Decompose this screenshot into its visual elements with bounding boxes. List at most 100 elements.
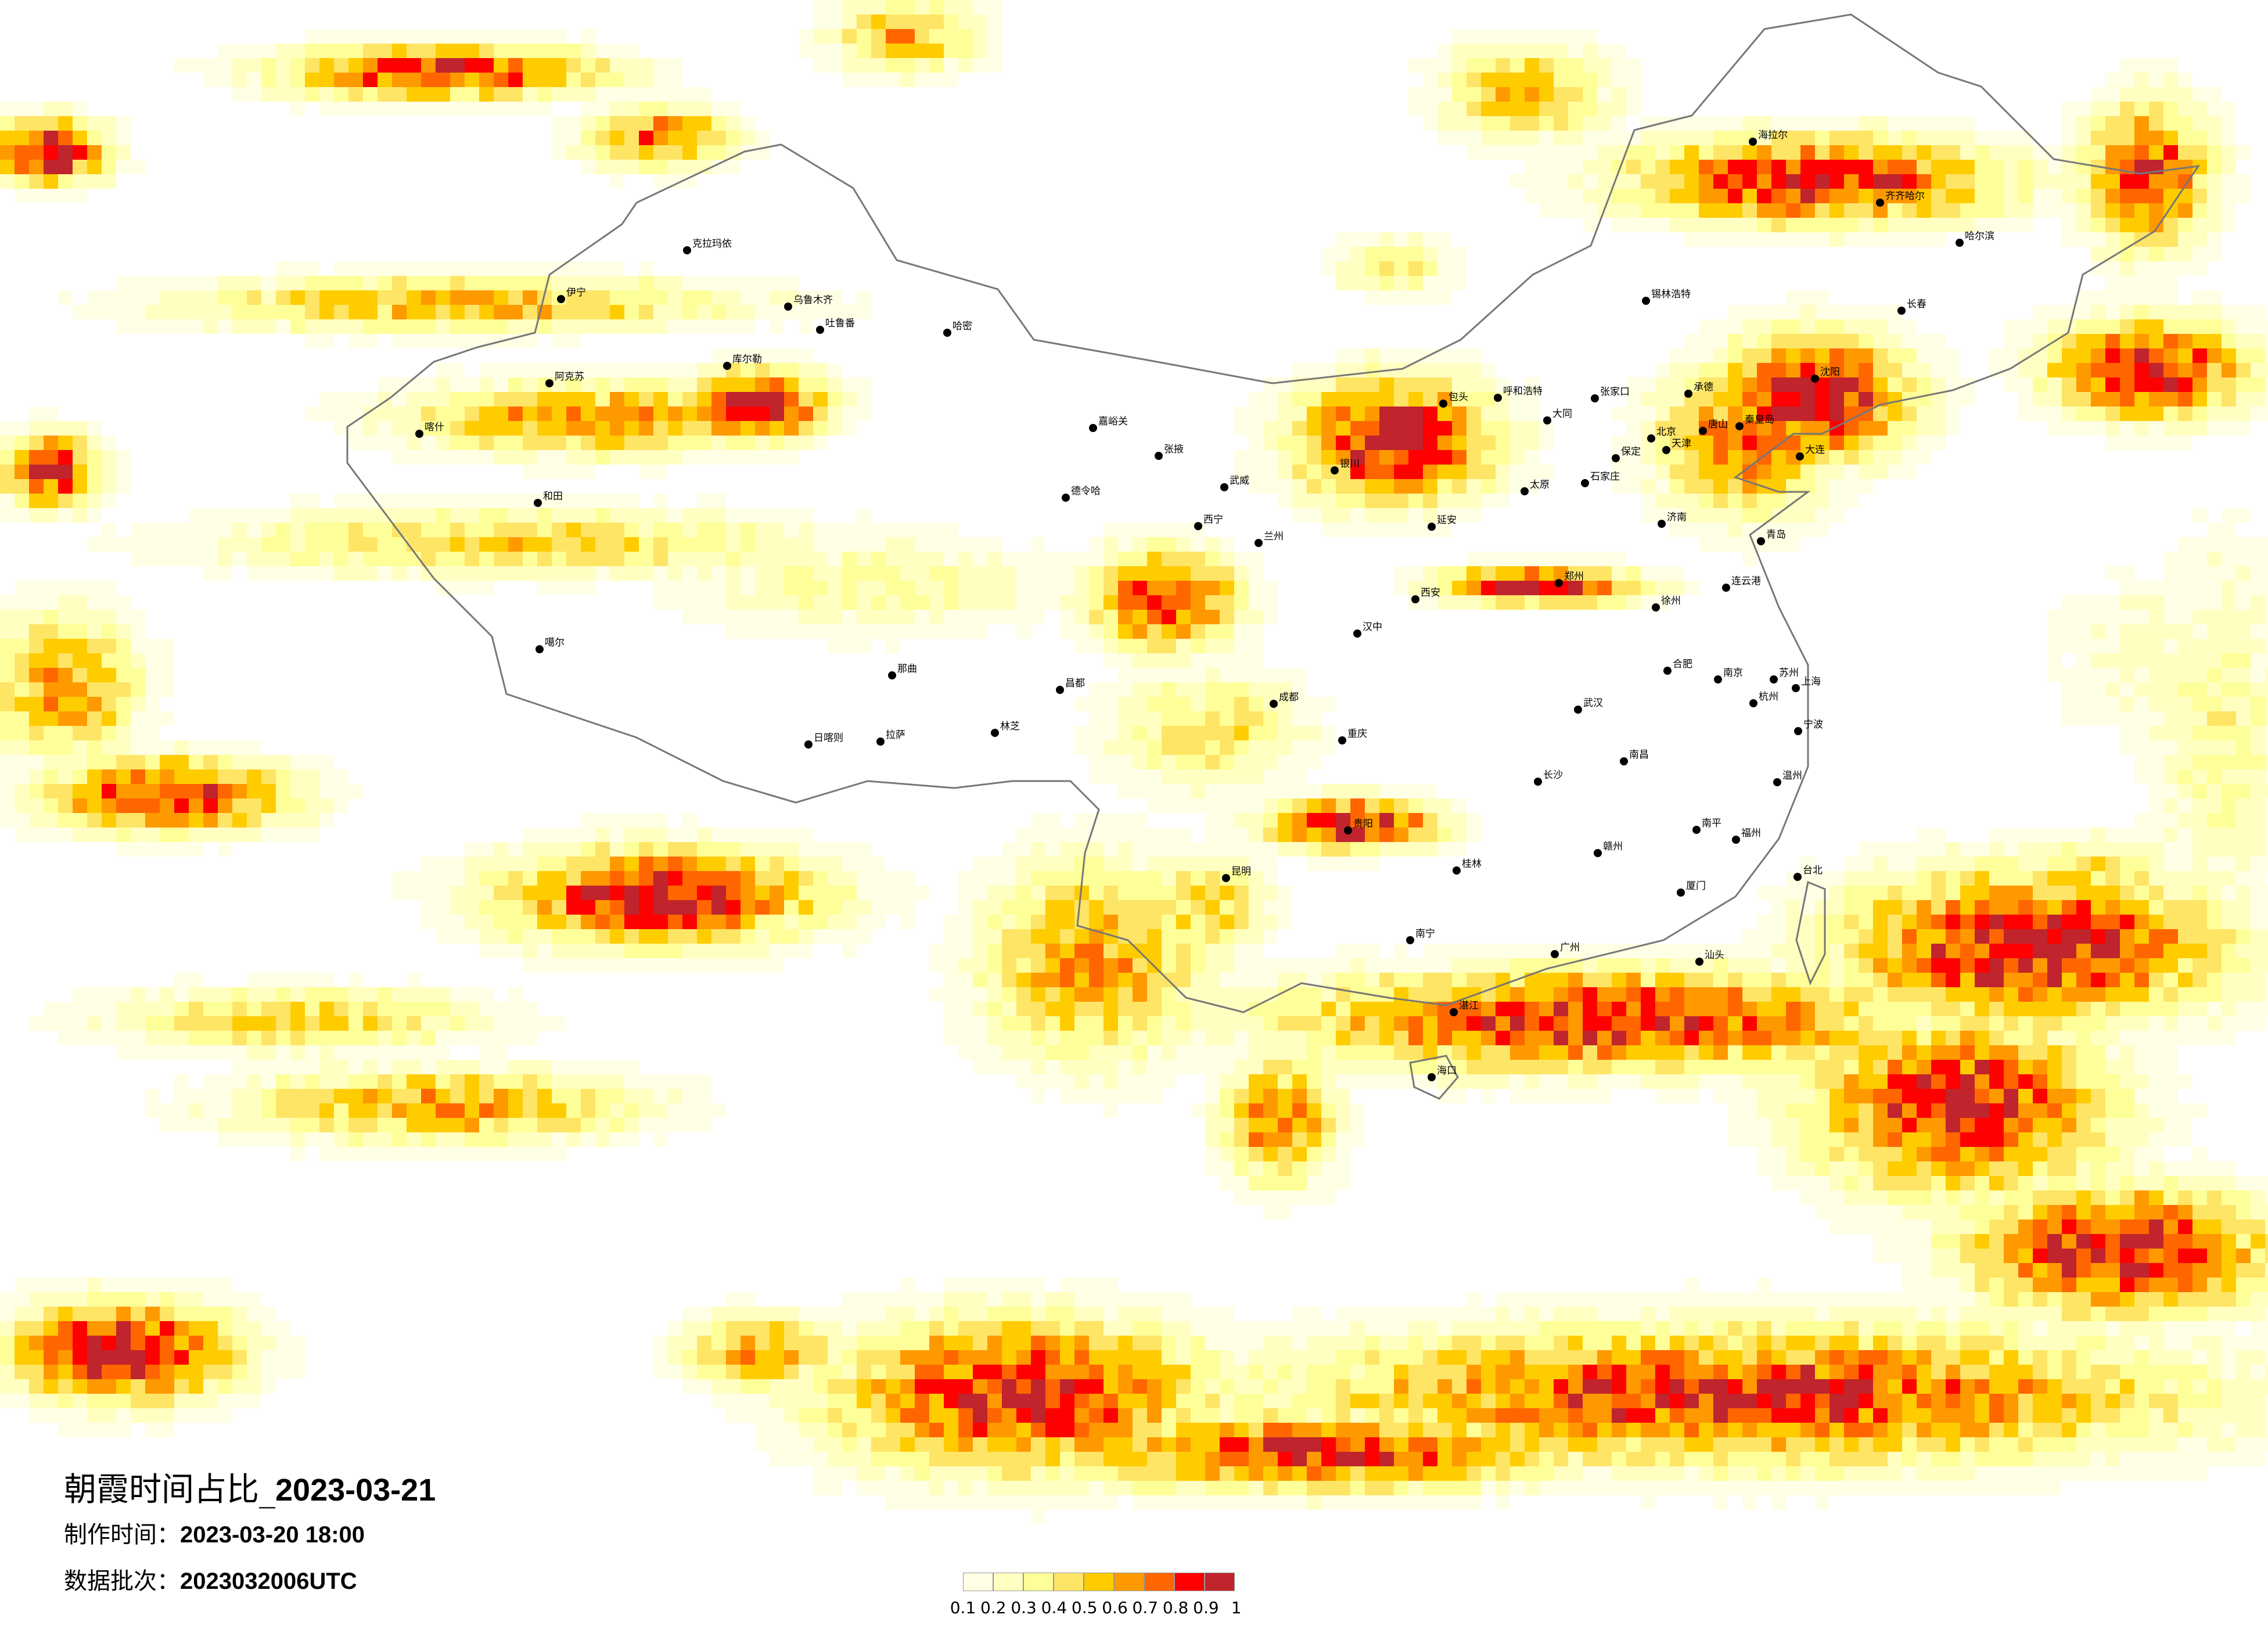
city-marker: 南平	[1692, 818, 1721, 834]
city-marker: 银川	[1331, 458, 1360, 474]
city-marker: 湛江	[1450, 1000, 1479, 1016]
city-dot	[1658, 520, 1666, 528]
city-dot	[1428, 1073, 1436, 1081]
city-label: 昆明	[1231, 866, 1251, 877]
city-dot	[804, 740, 813, 749]
city-dot	[1056, 686, 1064, 694]
city-label: 上海	[1801, 676, 1821, 688]
city-dot	[991, 729, 999, 737]
data-batch-label: 数据批次：	[64, 1568, 180, 1595]
city-marker: 秦皇岛	[1735, 414, 1774, 430]
city-dot	[1062, 494, 1070, 502]
made-time-label: 制作时间：	[64, 1521, 180, 1548]
city-dot	[1220, 483, 1228, 491]
city-dot	[1338, 736, 1346, 744]
city-dot	[1620, 757, 1628, 765]
city-marker: 长沙	[1534, 769, 1563, 786]
city-dot	[1642, 297, 1650, 305]
colorbar-swatch	[1023, 1573, 1054, 1591]
city-dot	[1684, 390, 1692, 398]
city-label: 郑州	[1564, 571, 1584, 582]
city-marker: 嘉峪关	[1089, 416, 1128, 432]
city-dot	[1773, 778, 1781, 786]
city-marker: 和田	[534, 491, 563, 507]
city-dot	[1956, 239, 1964, 247]
city-label: 青岛	[1766, 529, 1786, 541]
city-marker: 噶尔	[535, 637, 565, 653]
city-marker: 沈阳	[1811, 366, 1840, 383]
city-dot	[1735, 422, 1744, 430]
city-marker: 大同	[1543, 408, 1572, 425]
city-label: 兰州	[1264, 531, 1284, 542]
city-label: 库尔勒	[732, 354, 762, 365]
city-dot	[876, 738, 885, 746]
city-label: 长沙	[1543, 769, 1563, 781]
city-label: 台北	[1803, 865, 1823, 876]
country-border	[346, 13, 2201, 1013]
colorbar	[963, 1573, 1235, 1591]
city-marker: 张家口	[1591, 386, 1630, 402]
data-batch: 数据批次：2023032006UTC	[64, 1562, 357, 1596]
city-label: 承德	[1694, 382, 1713, 393]
city-label: 嘉峪关	[1098, 416, 1128, 427]
city-marker: 温州	[1773, 770, 1802, 786]
city-marker: 阿克苏	[545, 371, 584, 387]
city-marker: 石家庄	[1581, 471, 1620, 487]
city-label: 贵阳	[1353, 818, 1373, 830]
city-label: 武汉	[1583, 697, 1603, 709]
city-label: 大连	[1805, 444, 1825, 456]
colorbar-swatch	[1174, 1573, 1205, 1591]
city-label: 那曲	[897, 663, 917, 675]
city-dot	[1406, 936, 1414, 944]
city-label: 拉萨	[886, 729, 905, 741]
city-dot	[1796, 452, 1804, 461]
city-label: 连云港	[1731, 575, 1761, 587]
data-batch-value: 2023032006UTC	[180, 1569, 357, 1594]
city-label: 乌鲁木齐	[793, 294, 833, 306]
city-marker: 汕头	[1695, 949, 1724, 966]
city-dot	[1255, 539, 1263, 547]
city-dot	[1876, 199, 1884, 207]
city-dot	[1551, 950, 1559, 958]
city-dot	[1793, 873, 1802, 881]
city-label: 汉中	[1363, 621, 1382, 633]
city-marker: 南宁	[1406, 928, 1435, 944]
city-dot	[1757, 537, 1765, 545]
city-marker: 武汉	[1574, 697, 1603, 714]
city-dot	[1574, 706, 1582, 714]
china-border	[346, 13, 2201, 1100]
city-label: 济南	[1667, 512, 1687, 523]
city-label: 海口	[1437, 1065, 1457, 1077]
city-label: 合肥	[1673, 659, 1692, 670]
colorbar-label: 0.7	[1132, 1598, 1159, 1617]
colorbar-label: 0.9	[1193, 1598, 1219, 1617]
city-marker: 锡林浩特	[1642, 289, 1691, 305]
city-dot	[1591, 394, 1599, 402]
colorbar-label: 1	[1231, 1598, 1242, 1617]
city-dot	[784, 303, 792, 311]
city-marker: 杭州	[1749, 691, 1778, 707]
city-label: 南平	[1702, 818, 1721, 829]
city-label: 和田	[543, 491, 563, 502]
city-label: 林芝	[1000, 721, 1020, 732]
colorbar-label: 0.8	[1162, 1598, 1189, 1617]
city-dot	[1089, 424, 1097, 432]
city-marker: 保定	[1612, 446, 1641, 462]
city-dot	[1699, 427, 1707, 435]
city-marker: 包头	[1439, 391, 1468, 408]
city-marker: 德令哈	[1062, 485, 1101, 502]
city-dot	[1331, 466, 1339, 474]
city-dot	[1770, 675, 1778, 684]
island-border	[1409, 1055, 1459, 1100]
city-label: 广州	[1560, 942, 1580, 954]
city-marker: 青岛	[1757, 529, 1786, 545]
city-dot	[545, 379, 553, 387]
city-label: 张家口	[1600, 386, 1630, 398]
city-dot	[557, 295, 565, 303]
city-label: 银川	[1340, 458, 1360, 470]
city-marker: 武威	[1220, 475, 1249, 491]
city-marker: 喀什	[415, 422, 444, 438]
city-dot	[1344, 826, 1352, 834]
city-label: 张掖	[1164, 444, 1184, 455]
colorbar-swatch	[1084, 1573, 1114, 1591]
